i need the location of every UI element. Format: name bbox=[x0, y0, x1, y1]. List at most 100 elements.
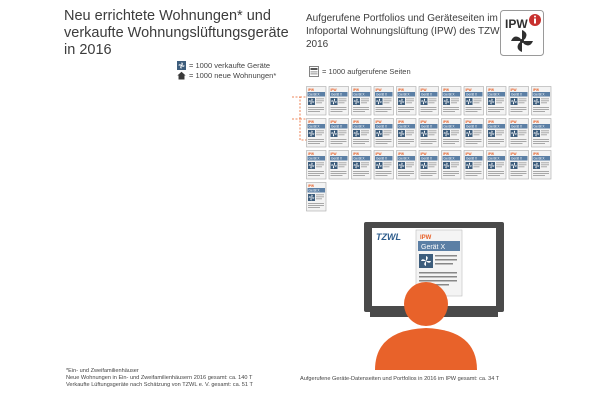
svg-text:IPW: IPW bbox=[443, 120, 449, 124]
svg-text:Gerät X: Gerät X bbox=[421, 93, 433, 97]
svg-text:Gerät X: Gerät X bbox=[444, 125, 456, 129]
svg-text:IPW: IPW bbox=[488, 120, 494, 124]
svg-text:IPW: IPW bbox=[466, 88, 472, 92]
device-fan-icon bbox=[177, 61, 186, 70]
svg-text:IPW: IPW bbox=[488, 88, 494, 92]
house-icon bbox=[177, 71, 186, 80]
svg-text:IPW: IPW bbox=[376, 88, 382, 92]
svg-text:IPW: IPW bbox=[466, 120, 472, 124]
svg-text:Gerät X: Gerät X bbox=[466, 125, 478, 129]
svg-text:IPW: IPW bbox=[488, 152, 494, 156]
svg-text:IPW: IPW bbox=[353, 152, 359, 156]
footnote: *Ein- und Zweifamilienhäuser Neue Wohnun… bbox=[66, 368, 326, 389]
chart-title: Neu errichtete Wohnungen* und verkaufte … bbox=[64, 8, 289, 58]
svg-text:Gerät X: Gerät X bbox=[376, 125, 388, 129]
legend-dwelling: = 1000 neue Wohnungen* bbox=[177, 71, 276, 80]
svg-text:Gerät X: Gerät X bbox=[466, 93, 478, 97]
svg-text:IPW: IPW bbox=[443, 152, 449, 156]
svg-text:IPW: IPW bbox=[533, 88, 539, 92]
svg-text:Gerät X: Gerät X bbox=[354, 157, 366, 161]
legend-device: = 1000 verkaufte Geräte bbox=[177, 61, 270, 70]
svg-text:Gerät X: Gerät X bbox=[489, 93, 501, 97]
pages-caption: Aufgerufene Geräte-Datenseiten und Portf… bbox=[300, 376, 500, 382]
svg-text:Gerät X: Gerät X bbox=[511, 157, 523, 161]
screen-device-label: Gerät X bbox=[421, 244, 445, 251]
svg-text:IPW: IPW bbox=[308, 120, 314, 124]
svg-text:Gerät X: Gerät X bbox=[489, 125, 501, 129]
svg-text:IPW: IPW bbox=[466, 152, 472, 156]
page-icon bbox=[309, 66, 319, 77]
svg-text:IPW: IPW bbox=[511, 88, 517, 92]
svg-text:Gerät X: Gerät X bbox=[534, 125, 546, 129]
svg-text:IPW: IPW bbox=[533, 120, 539, 124]
svg-text:IPW: IPW bbox=[308, 88, 314, 92]
svg-text:IPW: IPW bbox=[376, 120, 382, 124]
svg-text:Gerät X: Gerät X bbox=[511, 125, 523, 129]
svg-text:Gerät X: Gerät X bbox=[444, 93, 456, 97]
svg-text:Gerät X: Gerät X bbox=[534, 157, 546, 161]
svg-text:Gerät X: Gerät X bbox=[331, 157, 343, 161]
ipw-logo: IPW bbox=[500, 10, 544, 56]
svg-text:Gerät X: Gerät X bbox=[489, 157, 501, 161]
screen-brand: TZWL bbox=[376, 232, 401, 242]
svg-text:Gerät X: Gerät X bbox=[399, 125, 411, 129]
legend-pages-label: = 1000 aufgerufene Seiten bbox=[322, 67, 411, 76]
footnote-line-1: *Ein- und Zweifamilienhäuser bbox=[66, 368, 139, 374]
svg-text:IPW: IPW bbox=[331, 88, 337, 92]
svg-text:Gerät X: Gerät X bbox=[421, 125, 433, 129]
svg-text:Gerät X: Gerät X bbox=[331, 125, 343, 129]
person-body bbox=[375, 328, 477, 370]
logo-text: IPW bbox=[505, 17, 528, 31]
svg-text:Gerät X: Gerät X bbox=[309, 125, 321, 129]
svg-text:IPW: IPW bbox=[398, 152, 404, 156]
svg-text:IPW: IPW bbox=[331, 152, 337, 156]
svg-text:Gerät X: Gerät X bbox=[511, 93, 523, 97]
svg-text:IPW: IPW bbox=[421, 88, 427, 92]
svg-text:IPW: IPW bbox=[533, 152, 539, 156]
legend-device-label: = 1000 verkaufte Geräte bbox=[189, 61, 271, 70]
svg-text:Gerät X: Gerät X bbox=[376, 157, 388, 161]
svg-text:Gerät X: Gerät X bbox=[309, 93, 321, 97]
svg-text:Gerät X: Gerät X bbox=[399, 93, 411, 97]
svg-text:IPW: IPW bbox=[308, 152, 314, 156]
svg-text:IPW: IPW bbox=[511, 120, 517, 124]
svg-text:Gerät X: Gerät X bbox=[399, 157, 411, 161]
svg-text:IPW: IPW bbox=[331, 120, 337, 124]
svg-text:Gerät X: Gerät X bbox=[466, 157, 478, 161]
svg-text:IPW: IPW bbox=[421, 152, 427, 156]
footnote-line-2: Neue Wohnungen in Ein- und Zweifamilienh… bbox=[66, 375, 253, 381]
svg-text:IPW: IPW bbox=[353, 120, 359, 124]
person-head bbox=[404, 282, 448, 326]
svg-text:IPW: IPW bbox=[398, 120, 404, 124]
svg-text:IPW: IPW bbox=[308, 184, 314, 188]
